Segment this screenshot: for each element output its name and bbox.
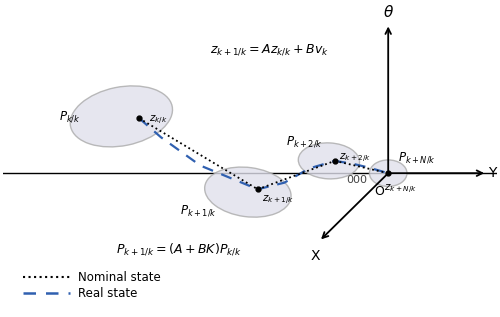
Text: 000: 000 xyxy=(346,175,367,185)
Text: $P_{k+1/k}$: $P_{k+1/k}$ xyxy=(180,204,217,218)
Text: Real state: Real state xyxy=(78,287,138,300)
Text: $z_{k/k}$: $z_{k/k}$ xyxy=(149,113,168,127)
Text: Nominal state: Nominal state xyxy=(78,271,160,284)
Text: $P_{k+1/k} = (A + BK)P_{k/k}$: $P_{k+1/k} = (A + BK)P_{k/k}$ xyxy=(116,241,242,257)
Text: $z_{k+N/k}$: $z_{k+N/k}$ xyxy=(384,183,417,196)
Ellipse shape xyxy=(204,167,291,217)
Text: X: X xyxy=(310,249,320,263)
Text: $z_{k+1/k} = Az_{k/k} + Bv_k$: $z_{k+1/k} = Az_{k/k} + Bv_k$ xyxy=(210,43,329,57)
Text: $z_{k+2/k}$: $z_{k+2/k}$ xyxy=(339,152,371,165)
Text: Y: Y xyxy=(488,166,496,180)
Ellipse shape xyxy=(298,143,360,179)
Text: $P_{k+2/k}$: $P_{k+2/k}$ xyxy=(286,134,323,149)
Text: $P_{k+N/k}$: $P_{k+N/k}$ xyxy=(398,151,436,165)
Text: $z_{k+1/k}$: $z_{k+1/k}$ xyxy=(262,194,294,207)
Text: O: O xyxy=(374,184,384,197)
Ellipse shape xyxy=(370,160,407,186)
Text: $P_{k/k}$: $P_{k/k}$ xyxy=(59,109,81,124)
Ellipse shape xyxy=(70,86,172,147)
Text: $\theta$: $\theta$ xyxy=(382,4,394,20)
